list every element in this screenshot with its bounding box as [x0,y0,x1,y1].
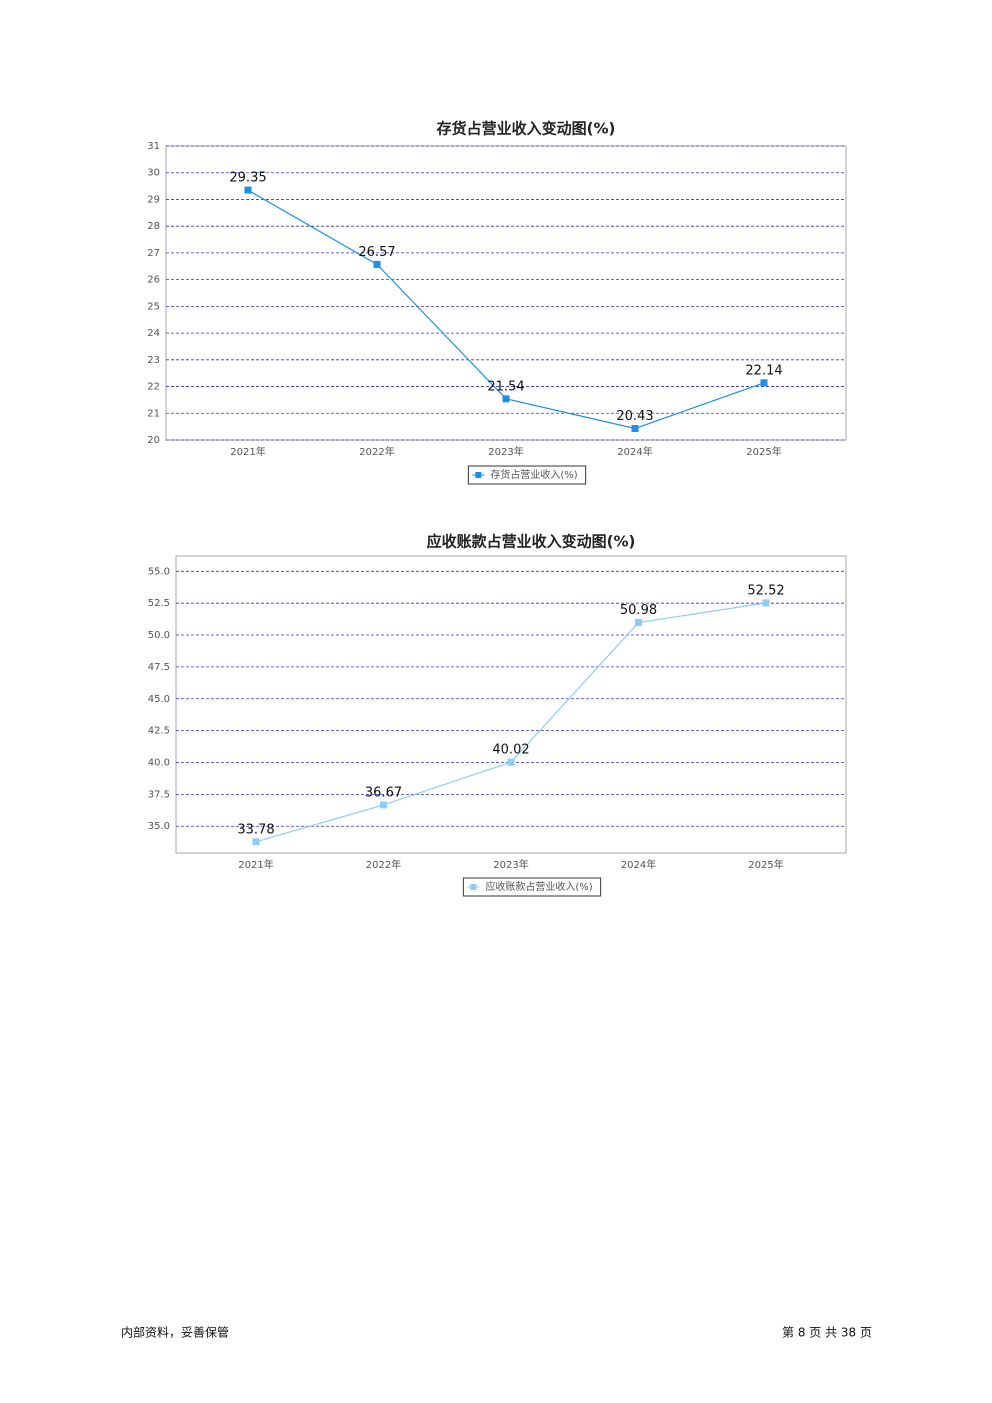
data-point [244,186,252,194]
y-tick-label: 29 [147,194,160,205]
data-label: 50.98 [620,603,657,618]
legend-label: 存货占营业收入(%) [490,468,577,481]
data-label: 21.54 [487,379,524,394]
data-point [762,599,770,607]
x-tick-label: 2022年 [366,858,401,871]
data-point [373,260,381,268]
chart-title: 存货占营业收入变动图(%) [437,120,616,138]
x-tick-label: 2022年 [359,445,394,458]
data-point [507,758,515,766]
x-tick-label: 2023年 [493,858,528,871]
y-tick-label: 47.5 [148,662,170,673]
y-tick-label: 21 [147,408,160,419]
y-tick-label: 30 [147,168,160,179]
y-tick-label: 23 [147,355,160,366]
y-tick-label: 26 [147,275,160,286]
footer-left: 内部资料，妥善保管 [121,1325,229,1340]
x-tick-label: 2021年 [230,445,265,458]
y-tick-label: 22 [147,382,160,393]
chart-title: 应收账款占营业收入变动图(%) [427,533,636,551]
y-tick-label: 25 [147,301,160,312]
legend-label: 应收账款占营业收入(%) [485,880,592,893]
data-point [635,619,642,627]
data-label: 22.14 [745,363,782,378]
legend-box [462,877,602,897]
data-label: 29.35 [229,171,266,186]
x-tick-label: 2025年 [746,445,781,458]
y-tick-label: 42.5 [148,726,170,737]
x-tick-label: 2025年 [748,858,783,871]
data-point [631,425,639,433]
legend-marker [475,472,482,478]
data-label: 20.43 [616,409,653,424]
plot-area [175,555,847,854]
data-point [252,838,260,846]
y-tick-label: 50.0 [148,630,170,641]
data-point [502,395,510,403]
data-label: 36.67 [365,785,402,800]
x-tick-label: 2021年 [238,858,273,871]
y-tick-label: 27 [147,248,160,259]
y-tick-label: 52.5 [148,598,170,609]
x-tick-label: 2023年 [488,445,523,458]
legend-marker [470,884,477,890]
data-point [760,379,768,387]
y-tick-label: 24 [147,328,160,339]
data-point [380,801,387,809]
data-label: 52.52 [747,583,784,598]
y-tick-label: 37.5 [148,789,170,800]
y-tick-label: 55.0 [148,566,170,577]
footer-right: 第 8 页 共 38 页 [782,1326,872,1340]
data-label: 26.57 [358,245,395,260]
y-tick-label: 28 [147,221,160,232]
data-label: 40.02 [492,743,529,758]
y-tick-label: 20 [147,435,160,446]
legend-box [467,465,587,485]
y-tick-label: 40.0 [148,757,170,768]
plot-area [165,145,847,441]
y-tick-label: 31 [147,141,160,152]
x-tick-label: 2024年 [617,445,652,458]
y-tick-label: 45.0 [148,694,170,705]
data-label: 33.78 [237,822,274,837]
y-tick-label: 35.0 [148,821,170,832]
x-tick-label: 2024年 [621,858,656,871]
